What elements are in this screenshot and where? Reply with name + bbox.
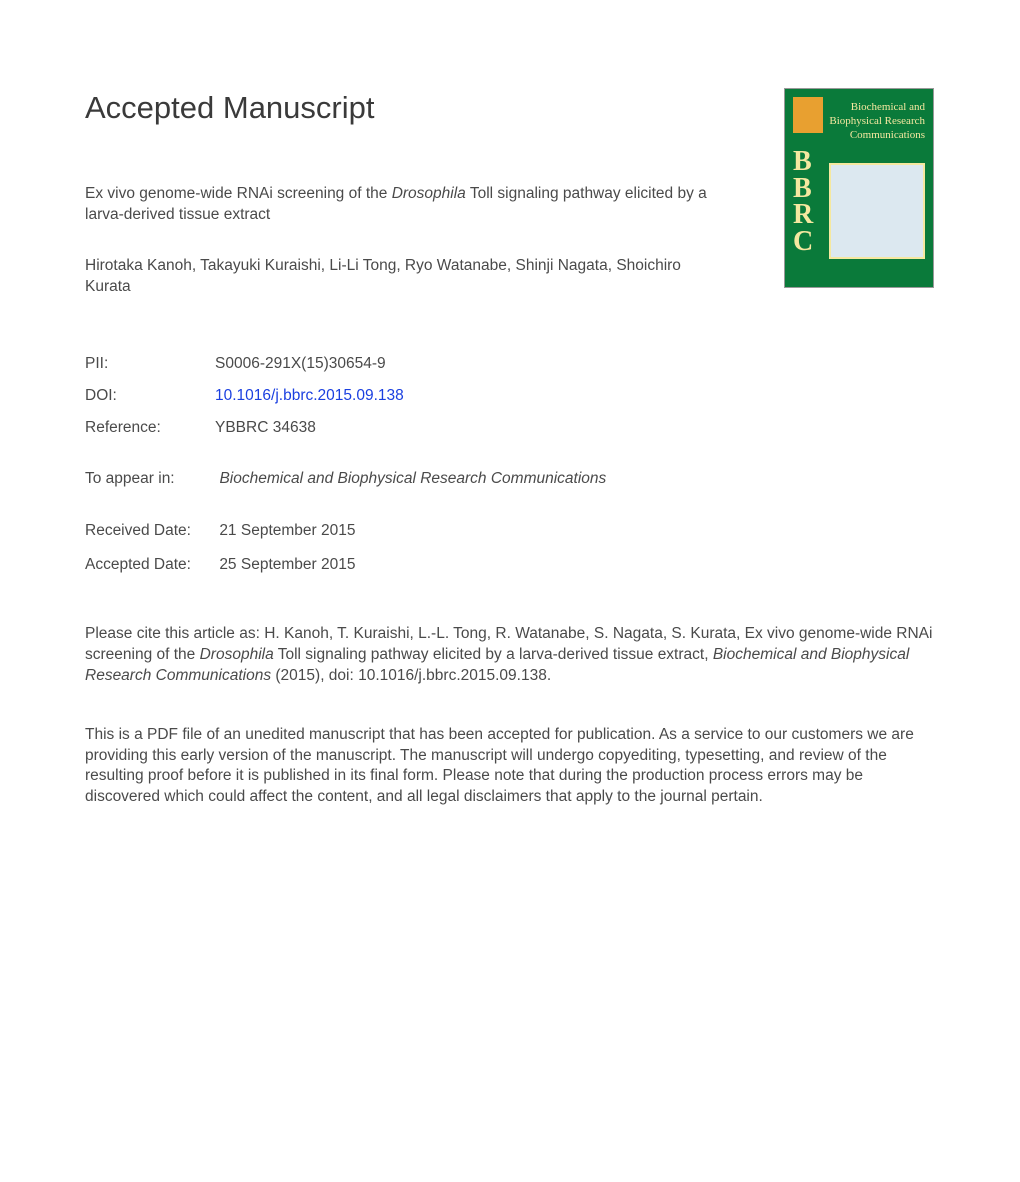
to-appear-row: To appear in: Biochemical and Biophysica… bbox=[85, 470, 935, 488]
received-value: 21 September 2015 bbox=[219, 522, 355, 539]
received-date-row: Received Date: 21 September 2015 bbox=[85, 514, 935, 548]
author-list: Hirotaka Kanoh, Takayuki Kuraishi, Li-Li… bbox=[85, 256, 715, 298]
table-row: Reference: YBBRC 34638 bbox=[85, 412, 404, 444]
title-part-pre: Ex vivo genome-wide RNAi screening of th… bbox=[85, 185, 392, 202]
citation-block: Please cite this article as: H. Kanoh, T… bbox=[85, 624, 935, 687]
citation-post: (2015), doi: 10.1016/j.bbrc.2015.09.138. bbox=[271, 667, 551, 684]
citation-mid: Toll signaling pathway elicited by a lar… bbox=[274, 646, 713, 663]
table-row: DOI: 10.1016/j.bbrc.2015.09.138 bbox=[85, 380, 404, 412]
article-title: Ex vivo genome-wide RNAi screening of th… bbox=[85, 184, 715, 226]
disclaimer-text: This is a PDF file of an unedited manusc… bbox=[85, 725, 935, 809]
title-part-italic: Drosophila bbox=[392, 185, 466, 202]
metadata-table: PII: S0006-291X(15)30654-9 DOI: 10.1016/… bbox=[85, 348, 404, 444]
manuscript-cover-page: Accepted Manuscript Biochemical and Biop… bbox=[0, 0, 1020, 848]
table-row: PII: S0006-291X(15)30654-9 bbox=[85, 348, 404, 380]
cover-artwork bbox=[829, 163, 925, 259]
received-label: Received Date: bbox=[85, 514, 215, 548]
to-appear-journal: Biochemical and Biophysical Research Com… bbox=[219, 470, 606, 487]
dates-block: Received Date: 21 September 2015 Accepte… bbox=[85, 514, 935, 582]
pii-label: PII: bbox=[85, 348, 215, 380]
doi-link[interactable]: 10.1016/j.bbrc.2015.09.138 bbox=[215, 387, 404, 404]
pii-value: S0006-291X(15)30654-9 bbox=[215, 348, 404, 380]
reference-label: Reference: bbox=[85, 412, 215, 444]
cover-journal-acronym: BBRC bbox=[793, 149, 813, 255]
to-appear-label: To appear in: bbox=[85, 470, 215, 488]
journal-cover-thumbnail: Biochemical and Biophysical Research Com… bbox=[784, 88, 934, 288]
reference-value: YBBRC 34638 bbox=[215, 412, 404, 444]
accepted-date-row: Accepted Date: 25 September 2015 bbox=[85, 548, 935, 582]
doi-label: DOI: bbox=[85, 380, 215, 412]
citation-ital-1: Drosophila bbox=[200, 646, 274, 663]
cover-journal-title: Biochemical and Biophysical Research Com… bbox=[825, 101, 925, 142]
accepted-label: Accepted Date: bbox=[85, 548, 215, 582]
accepted-value: 25 September 2015 bbox=[219, 556, 355, 573]
cover-publisher-logo bbox=[793, 97, 823, 133]
